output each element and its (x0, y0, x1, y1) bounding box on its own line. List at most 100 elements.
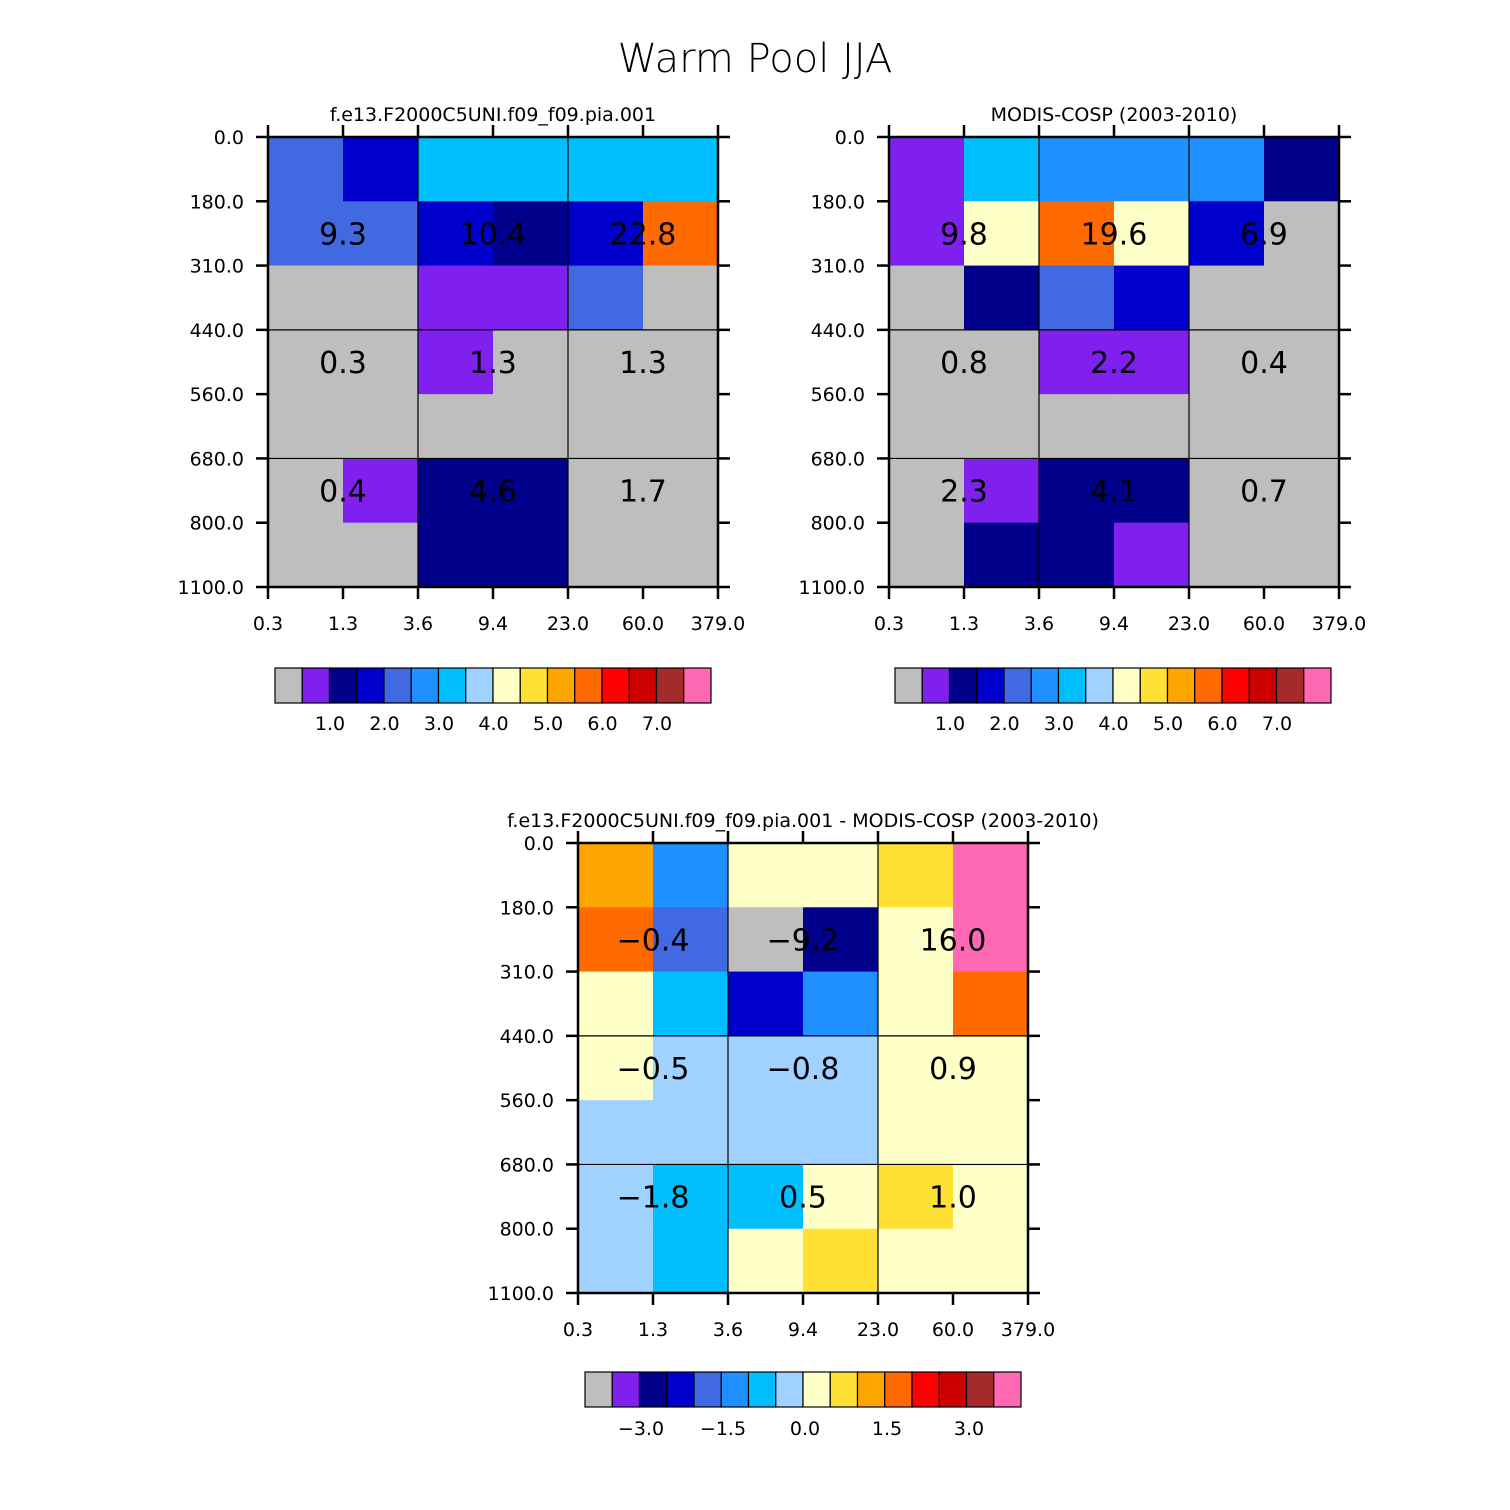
colorbar-swatch (1003, 667, 1032, 704)
colorbar-swatch (1085, 667, 1114, 704)
heatmap-cell (343, 137, 419, 202)
heatmap-cell (268, 522, 344, 588)
x-tick-label: 3.6 (1024, 613, 1054, 635)
colorbar-swatch (1139, 667, 1169, 704)
heatmap-cell (878, 1100, 954, 1166)
group-value-label: −1.8 (617, 1181, 690, 1216)
heatmap-cell (953, 1164, 1029, 1230)
group-value-label: 2.3 (940, 475, 988, 510)
colorbar-label: 1.5 (872, 1418, 902, 1440)
colorbar-swatch (1057, 667, 1087, 704)
colorbar-swatch (1194, 667, 1223, 704)
heatmap-cell (1189, 522, 1265, 588)
heatmap-cell (643, 458, 719, 524)
colorbar-label: 0.0 (790, 1418, 820, 1440)
colorbar-swatch (948, 667, 978, 704)
colorbar-swatch (492, 667, 521, 704)
colorbar-swatch (884, 1371, 913, 1408)
heatmap-cell (889, 137, 965, 202)
heatmap-cell (568, 329, 644, 395)
heatmap-cell (578, 1035, 654, 1101)
heatmap-cell (1189, 458, 1265, 524)
colorbar-label: 1.0 (315, 713, 345, 735)
colorbar-swatch (894, 667, 923, 704)
heatmap-cell (1114, 458, 1190, 524)
heatmap-cell (964, 265, 1040, 331)
colorbar-swatch (666, 1371, 695, 1408)
group-value-label: 22.8 (610, 217, 677, 252)
group-value-label: −0.4 (617, 923, 690, 958)
group-value-label: 1.0 (929, 1181, 977, 1216)
x-tick-label: 9.4 (788, 1319, 818, 1341)
x-tick-label: 23.0 (547, 613, 589, 635)
heatmap-cell (878, 1035, 954, 1101)
group-value-label: 4.1 (1090, 475, 1138, 510)
colorbar-swatch (437, 667, 467, 704)
y-tick-label: 310.0 (500, 962, 554, 984)
panel-subtitle: f.e13.F2000C5UNI.f09_f09.pia.001 (330, 104, 656, 126)
heatmap-cell (889, 522, 965, 588)
heatmap-cell (803, 1100, 879, 1166)
heatmap-cell (889, 265, 965, 331)
heatmap-cell (578, 1100, 654, 1166)
colorbar-label: 7.0 (1262, 713, 1292, 735)
colorbar-label: −3.0 (618, 1418, 664, 1440)
heatmap-cell (1114, 329, 1190, 395)
y-tick-label: 180.0 (190, 191, 244, 213)
heatmap-cell (418, 137, 494, 202)
colorbar-label: −1.5 (700, 1418, 746, 1440)
x-tick-label: 1.3 (949, 613, 979, 635)
heatmap-cell (1039, 522, 1115, 588)
colorbar-label: 3.0 (954, 1418, 984, 1440)
heatmap-cell (889, 394, 965, 460)
heatmap-cell (878, 971, 954, 1037)
heatmap-cell (803, 1228, 879, 1294)
heatmap-cell (728, 1228, 804, 1294)
heatmap-cell (1039, 329, 1115, 395)
y-tick-label: 440.0 (500, 1026, 554, 1048)
heatmap-cell (889, 329, 965, 395)
heatmap-cell (1189, 265, 1265, 331)
y-tick-label: 0.0 (214, 127, 244, 149)
heatmap-cell (493, 394, 569, 460)
heatmap-cell (643, 137, 719, 202)
y-tick-label: 0.0 (835, 127, 865, 149)
colorbar-swatch (683, 667, 712, 704)
colorbar-label: 4.0 (1098, 713, 1128, 735)
heatmap-cell (1264, 522, 1340, 588)
heatmap-cell (953, 843, 1029, 908)
colorbar-swatch (693, 1371, 722, 1408)
heatmap-cell (803, 1164, 879, 1230)
y-tick-label: 680.0 (190, 448, 244, 470)
y-tick-label: 680.0 (811, 448, 865, 470)
group-value-label: −0.5 (617, 1052, 690, 1087)
heatmap-cell (964, 329, 1040, 395)
group-value-label: 1.3 (469, 346, 517, 381)
colorbar-swatch (802, 1371, 831, 1408)
colorbar-swatch (574, 667, 603, 704)
colorbar-swatch (976, 667, 1005, 704)
heatmap-cell (643, 329, 719, 395)
y-tick-label: 560.0 (190, 384, 244, 406)
heatmap-cell (878, 1164, 954, 1230)
heatmap-cell (803, 843, 879, 908)
colorbar: −3.0 −1.5 0.0 1.5 3.0 (584, 1371, 1022, 1440)
heatmap-cell (578, 843, 654, 908)
x-tick-label: 379.0 (691, 613, 745, 635)
heatmap-cell (1264, 394, 1340, 460)
heatmap-cell (568, 265, 644, 331)
colorbar-label: 3.0 (1044, 713, 1074, 735)
colorbar-swatch (328, 667, 358, 704)
heatmap-cell (964, 458, 1040, 524)
colorbar: 1.0 2.0 3.0 4.0 5.0 6.0 7.0 (894, 667, 1332, 735)
y-tick-label: 800.0 (500, 1219, 554, 1241)
heatmap-cell (418, 458, 494, 524)
heatmap-cell (953, 1228, 1029, 1294)
heatmap-cell (1189, 394, 1265, 460)
colorbar-swatch (747, 1371, 777, 1408)
colorbar-label: 4.0 (478, 713, 508, 735)
group-value-label: 0.4 (1240, 346, 1288, 381)
x-tick-label: 379.0 (1312, 613, 1366, 635)
heatmap-cell (343, 201, 419, 267)
heatmap-cell (1114, 137, 1190, 202)
